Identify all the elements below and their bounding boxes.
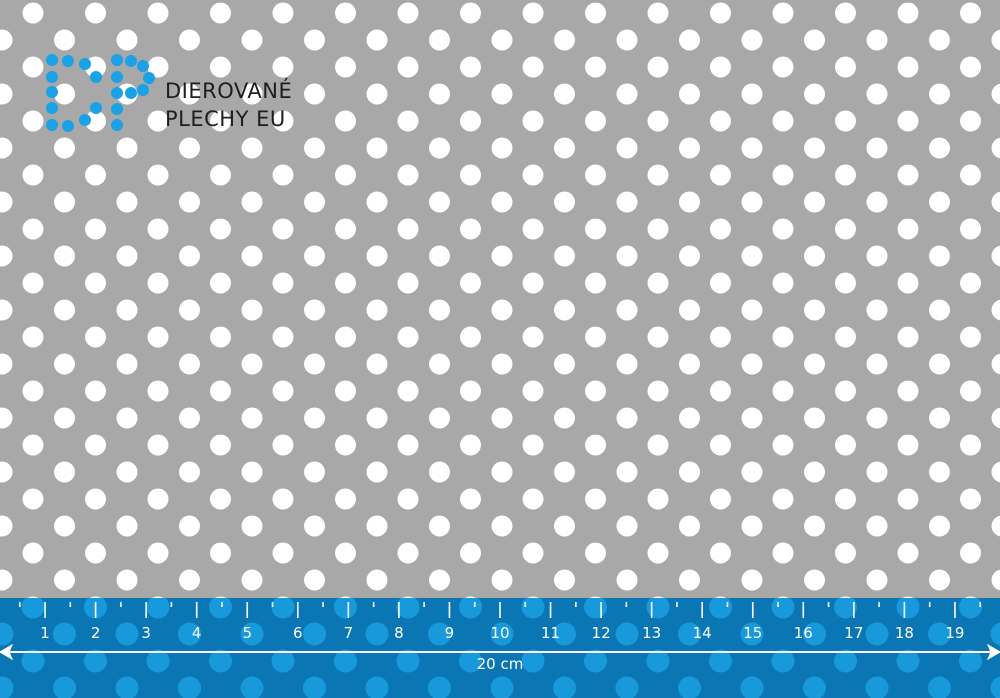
- tick-label: 9: [445, 624, 455, 642]
- tick-label: 5: [242, 624, 252, 642]
- length-arrow: [0, 643, 1000, 661]
- tick-label: 16: [794, 624, 813, 642]
- tick-label: 12: [592, 624, 611, 642]
- arrow-right-icon: [986, 643, 1000, 661]
- tick-label: 1: [40, 624, 50, 642]
- logo-mark: [46, 54, 155, 132]
- brand-line-2: PLECHY EU: [165, 107, 286, 131]
- tick-label: 15: [743, 624, 762, 642]
- tick-label: 6: [293, 624, 303, 642]
- tick-label: 18: [895, 624, 914, 642]
- tick-label: 13: [642, 624, 661, 642]
- tick-label: 10: [490, 624, 509, 642]
- tick-label: 8: [394, 624, 404, 642]
- ruler-marks: 1 2 3 4 5 6 7 8 9 10 11 12 13 14 15 16 17 18 19: [18, 602, 982, 642]
- tick-label: 3: [141, 624, 151, 642]
- tick-label: 11: [541, 624, 560, 642]
- tick-label: 17: [844, 624, 863, 642]
- total-length-label: 20 cm: [476, 655, 524, 673]
- tick-label: 2: [91, 624, 101, 642]
- brand-line-1: DIEROVANÉ: [165, 79, 293, 103]
- tick-label: 4: [192, 624, 202, 642]
- tick-label: 7: [344, 624, 354, 642]
- arrow-left-icon: [0, 643, 14, 661]
- tick-label: 14: [693, 624, 712, 642]
- tick-label: 19: [945, 624, 964, 642]
